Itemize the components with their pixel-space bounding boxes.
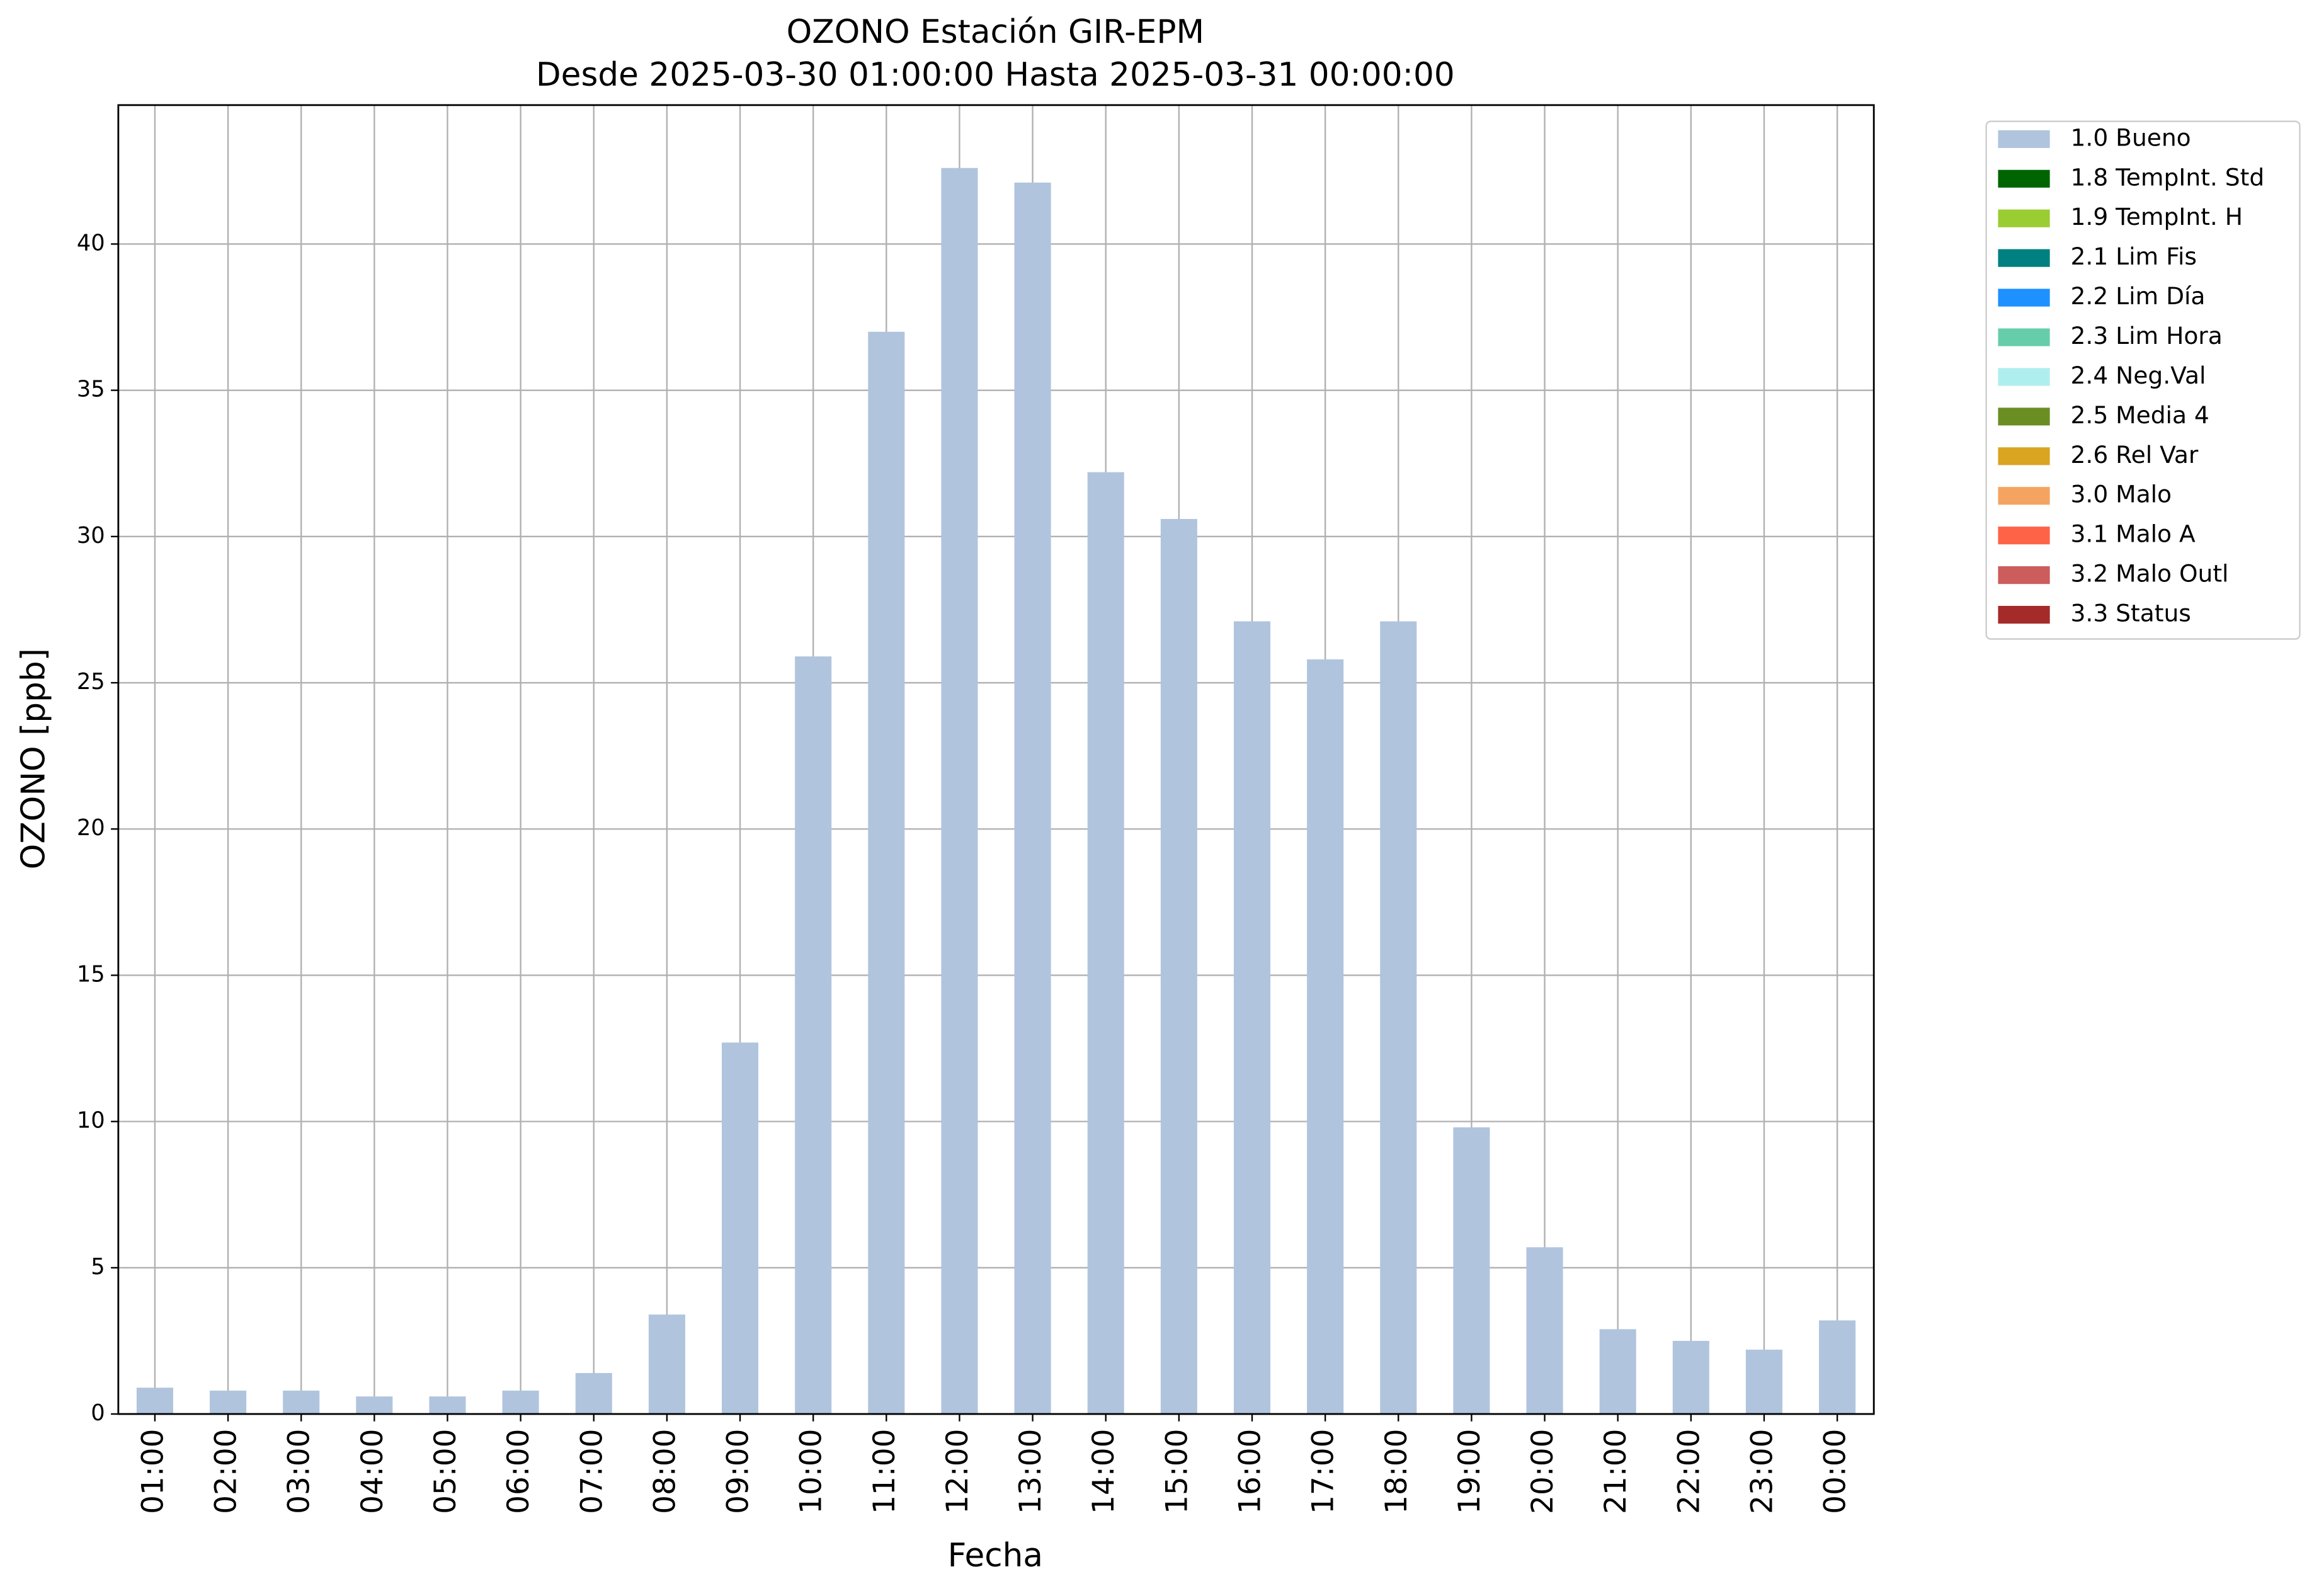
y-tick-label: 40 bbox=[77, 230, 105, 256]
x-tick-label: 16:00 bbox=[1233, 1429, 1268, 1514]
legend-swatch bbox=[1998, 288, 2050, 307]
legend-swatch bbox=[1998, 328, 2050, 346]
x-tick-label: 02:00 bbox=[209, 1429, 244, 1514]
bar bbox=[1233, 621, 1271, 1415]
legend-swatch bbox=[1998, 209, 2050, 227]
x-tick-label: 08:00 bbox=[647, 1429, 682, 1514]
legend-swatch bbox=[1998, 249, 2050, 267]
bar bbox=[1087, 472, 1124, 1415]
legend-label: 3.3 Status bbox=[2071, 600, 2191, 627]
x-tick-label: 20:00 bbox=[1525, 1429, 1560, 1514]
legend-label: 2.1 Lim Fis bbox=[2071, 242, 2197, 270]
legend-swatch bbox=[1998, 487, 2050, 505]
y-tick-label: 30 bbox=[77, 523, 105, 549]
bar bbox=[1380, 621, 1417, 1415]
y-tick-label: 0 bbox=[91, 1400, 105, 1426]
x-tick-label: 22:00 bbox=[1672, 1429, 1706, 1514]
bar bbox=[210, 1390, 247, 1415]
chart-subtitle: Desde 2025-03-30 01:00:00 Hasta 2025-03-… bbox=[536, 56, 1455, 94]
legend-label: 1.8 TempInt. Std bbox=[2071, 163, 2265, 191]
y-tick-label: 25 bbox=[77, 669, 105, 695]
legend-label: 3.0 Malo bbox=[2071, 481, 2172, 508]
legend-label: 1.9 TempInt. H bbox=[2071, 203, 2243, 231]
plot-frame bbox=[117, 104, 1875, 1415]
bar bbox=[136, 1388, 173, 1415]
legend: 1.0 Bueno 1.8 TempInt. Std 1.9 TempInt. H 2… bbox=[1998, 123, 2264, 627]
legend-swatch bbox=[1998, 605, 2050, 624]
x-tick-label: 14:00 bbox=[1086, 1429, 1121, 1514]
y-tick-label: 5 bbox=[91, 1254, 105, 1280]
bar bbox=[575, 1373, 612, 1415]
legend-swatch bbox=[1998, 130, 2050, 148]
bar bbox=[356, 1396, 393, 1415]
legend-swatch bbox=[1998, 408, 2050, 426]
x-tick-label: 21:00 bbox=[1598, 1429, 1633, 1514]
x-tick-label: 15:00 bbox=[1160, 1429, 1194, 1514]
chart-title: OZONO Estación GIR-EPM bbox=[787, 13, 1204, 51]
bars bbox=[136, 168, 1856, 1415]
bar bbox=[1160, 518, 1197, 1415]
legend-swatch bbox=[1998, 169, 2050, 188]
bar bbox=[283, 1390, 320, 1415]
x-tick-label: 03:00 bbox=[282, 1429, 317, 1514]
x-tick-label: 12:00 bbox=[940, 1429, 975, 1514]
bar bbox=[722, 1042, 759, 1415]
legend-label: 3.1 Malo A bbox=[2071, 520, 2196, 548]
bar bbox=[941, 168, 978, 1415]
legend-swatch bbox=[1998, 566, 2050, 584]
x-tick-label: 04:00 bbox=[355, 1429, 390, 1514]
legend-label: 2.5 Media 4 bbox=[2071, 401, 2209, 429]
x-tick-label: 06:00 bbox=[501, 1429, 536, 1514]
x-tick-label: 09:00 bbox=[721, 1429, 756, 1514]
bar bbox=[795, 656, 832, 1415]
bar bbox=[1526, 1247, 1563, 1415]
bar bbox=[1819, 1320, 1856, 1415]
legend-swatch bbox=[1998, 368, 2050, 386]
x-tick-label: 01:00 bbox=[135, 1429, 170, 1514]
tick-labels: 0 5 10 15 20 25 30 35 40 01:00 02:00 03:00 04:00 05:0… bbox=[77, 230, 1853, 1513]
legend-label: 2.2 Lim Día bbox=[2071, 282, 2206, 310]
x-axis-label: Fecha bbox=[948, 1537, 1043, 1575]
bar bbox=[502, 1390, 539, 1415]
y-axis-label: OZONO [ppb] bbox=[14, 648, 52, 869]
bar bbox=[1307, 659, 1344, 1415]
legend-swatch bbox=[1998, 527, 2050, 545]
bar bbox=[1453, 1127, 1490, 1415]
legend-label: 3.2 Malo Outl bbox=[2071, 560, 2229, 588]
y-tick-label: 20 bbox=[77, 815, 105, 841]
legend-label: 2.6 Rel Var bbox=[2071, 441, 2199, 469]
legend-box bbox=[1985, 120, 2301, 640]
y-tick-label: 10 bbox=[77, 1108, 105, 1134]
bar bbox=[1672, 1340, 1709, 1415]
bar bbox=[1599, 1329, 1636, 1415]
legend-label: 2.3 Lim Hora bbox=[2071, 322, 2223, 350]
x-tick-label: 23:00 bbox=[1745, 1429, 1779, 1514]
x-tick-label: 11:00 bbox=[867, 1429, 902, 1514]
x-tick-label: 19:00 bbox=[1452, 1429, 1487, 1514]
bar bbox=[1745, 1349, 1783, 1415]
x-tick-label: 18:00 bbox=[1379, 1429, 1414, 1514]
legend-swatch bbox=[1998, 447, 2050, 465]
legend-label: 1.0 Bueno bbox=[2071, 123, 2191, 151]
x-tick-label: 00:00 bbox=[1818, 1429, 1853, 1514]
x-tick-label: 07:00 bbox=[574, 1429, 609, 1514]
x-tick-label: 05:00 bbox=[428, 1429, 463, 1514]
y-tick-label: 35 bbox=[77, 377, 105, 402]
x-tick-label: 13:00 bbox=[1013, 1429, 1048, 1514]
x-tick-label: 17:00 bbox=[1306, 1429, 1341, 1514]
bar bbox=[1014, 182, 1051, 1415]
bar bbox=[429, 1396, 466, 1415]
x-tick-label: 10:00 bbox=[794, 1429, 829, 1514]
bar bbox=[648, 1314, 685, 1415]
y-tick-label: 15 bbox=[77, 961, 105, 987]
legend-label: 2.4 Neg.Val bbox=[2071, 362, 2206, 389]
bar bbox=[868, 331, 905, 1415]
